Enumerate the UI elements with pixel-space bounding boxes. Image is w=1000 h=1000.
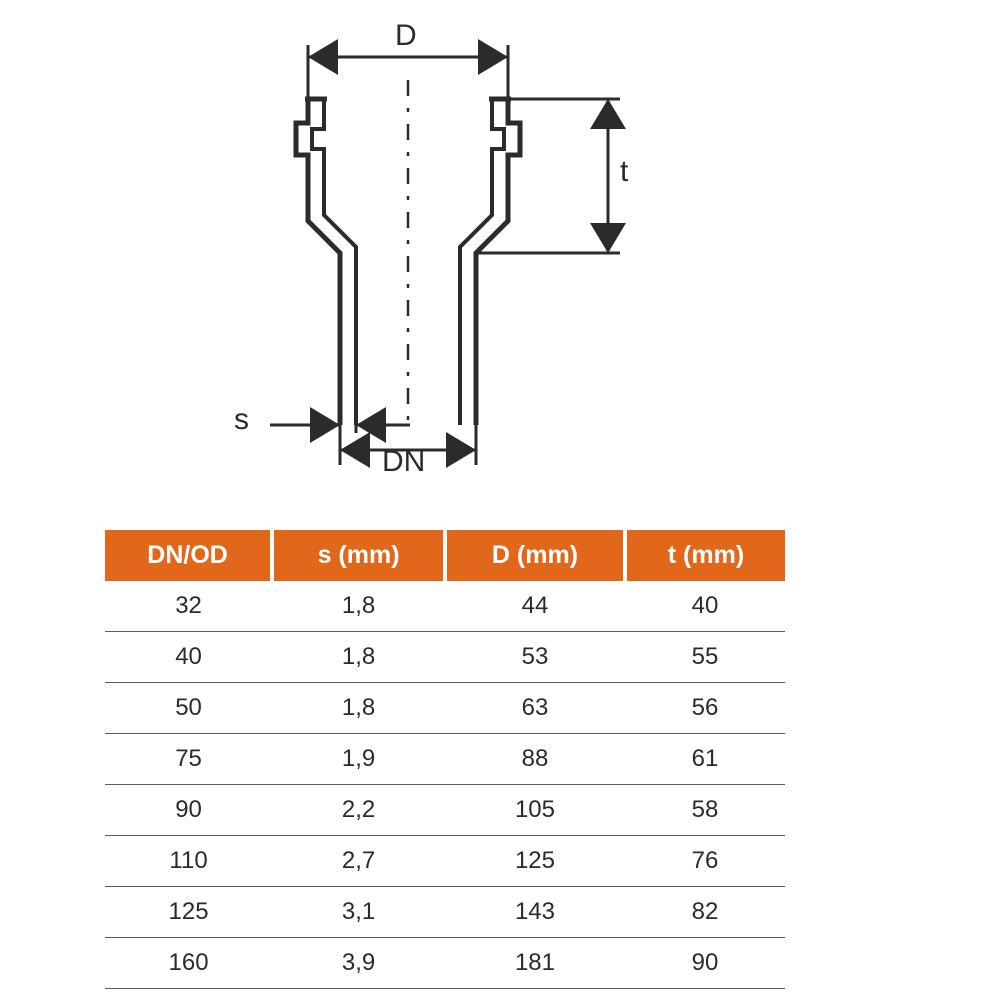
table-cell: 75	[105, 734, 272, 785]
technical-diagram: D t s DN	[210, 25, 770, 475]
table-cell: 181	[445, 938, 625, 989]
table-cell: 58	[625, 785, 785, 836]
table-cell: 82	[625, 887, 785, 938]
table-cell: 50	[105, 683, 272, 734]
table-cell: 90	[625, 938, 785, 989]
table-header-row: DN/OD s (mm) D (mm) t (mm)	[105, 530, 785, 581]
label-s: s	[234, 403, 249, 437]
table-row: 902,210558	[105, 785, 785, 836]
table-row: 401,85355	[105, 632, 785, 683]
table-cell: 110	[105, 836, 272, 887]
label-t: t	[620, 155, 628, 189]
table-cell: 160	[105, 938, 272, 989]
table-cell: 44	[445, 581, 625, 632]
table-cell: 55	[625, 632, 785, 683]
table-cell: 63	[445, 683, 625, 734]
table-cell: 1,8	[272, 581, 445, 632]
table-row: 1603,918190	[105, 938, 785, 989]
table-cell: 2,2	[272, 785, 445, 836]
label-D: D	[395, 19, 417, 53]
spec-table: DN/OD s (mm) D (mm) t (mm) 321,84440401,…	[105, 530, 785, 989]
table-cell: 40	[625, 581, 785, 632]
table-cell: 61	[625, 734, 785, 785]
table-cell: 90	[105, 785, 272, 836]
table-cell: 53	[445, 632, 625, 683]
table-row: 1253,114382	[105, 887, 785, 938]
table-cell: 40	[105, 632, 272, 683]
table-cell: 3,9	[272, 938, 445, 989]
table-cell: 1,8	[272, 632, 445, 683]
table-cell: 2,7	[272, 836, 445, 887]
table-row: 751,98861	[105, 734, 785, 785]
col-header: t (mm)	[625, 530, 785, 581]
table-cell: 105	[445, 785, 625, 836]
table-cell: 143	[445, 887, 625, 938]
table-cell: 125	[105, 887, 272, 938]
table-cell: 88	[445, 734, 625, 785]
table-cell: 56	[625, 683, 785, 734]
table-cell: 1,8	[272, 683, 445, 734]
table-cell: 3,1	[272, 887, 445, 938]
pipe-svg	[210, 25, 770, 475]
table-cell: 32	[105, 581, 272, 632]
table-row: 1102,712576	[105, 836, 785, 887]
spec-table-container: DN/OD s (mm) D (mm) t (mm) 321,84440401,…	[105, 530, 785, 989]
table-row: 321,84440	[105, 581, 785, 632]
table-row: 501,86356	[105, 683, 785, 734]
table-cell: 1,9	[272, 734, 445, 785]
table-cell: 76	[625, 836, 785, 887]
col-header: s (mm)	[272, 530, 445, 581]
label-DN: DN	[382, 445, 425, 479]
col-header: DN/OD	[105, 530, 272, 581]
table-cell: 125	[445, 836, 625, 887]
col-header: D (mm)	[445, 530, 625, 581]
